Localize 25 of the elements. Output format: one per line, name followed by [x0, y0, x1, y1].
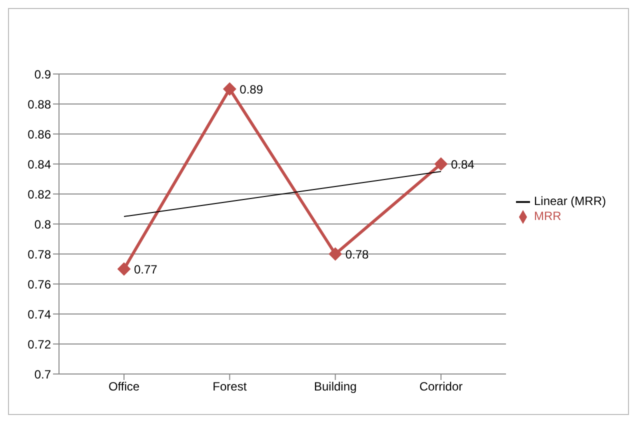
- data-label: 0.84: [450, 157, 475, 172]
- point: [434, 158, 448, 170]
- data-label: 0.77: [134, 262, 158, 276]
- y-tick-label: 0.86: [28, 127, 52, 142]
- point: [118, 262, 130, 276]
- data-label: 0.89: [240, 82, 264, 96]
- y-tick-label: 0.82: [28, 187, 52, 202]
- x-tick-label: Office: [108, 380, 140, 394]
- y-tick-label: 0.78: [28, 247, 52, 262]
- y-tick-label: 0.88: [28, 97, 52, 112]
- x-tick-label: Corridor: [419, 380, 463, 394]
- y-tick-label: 0.76: [28, 277, 52, 292]
- x-tick-label: Forest: [212, 380, 248, 394]
- y-tick-label: 0.72: [28, 337, 52, 352]
- y-tick-label: 0.84: [28, 157, 52, 172]
- legend-label: Linear (MRR): [534, 194, 606, 208]
- y-tick-label: 0.7: [34, 367, 52, 382]
- y-tick-label: 0.8: [34, 217, 52, 232]
- y-tick-label: 0.9: [34, 67, 52, 82]
- data-label: 0.78: [345, 247, 370, 262]
- point: [328, 248, 342, 260]
- y-tick-label: 0.74: [28, 307, 52, 322]
- point: [223, 82, 236, 96]
- x-tick-label: Building: [314, 380, 357, 394]
- legend-label: MRR: [534, 209, 562, 223]
